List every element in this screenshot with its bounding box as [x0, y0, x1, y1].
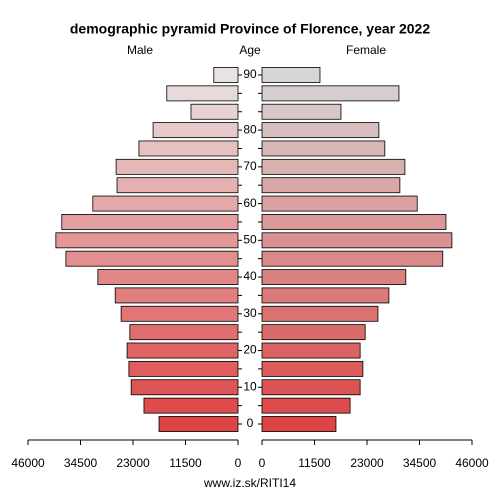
- bar: [261, 103, 342, 120]
- bar: [128, 360, 239, 377]
- bar: [61, 214, 239, 230]
- right-label: Female: [346, 43, 386, 57]
- bar: [138, 140, 239, 157]
- bar: [120, 305, 239, 322]
- bar: [261, 287, 390, 304]
- bar: [166, 85, 239, 102]
- age-label: 90: [243, 67, 257, 81]
- bar: [261, 397, 351, 414]
- bar: [92, 195, 239, 212]
- x-tick-label: 23000: [116, 456, 150, 470]
- bar: [261, 269, 407, 285]
- bar: [213, 67, 239, 83]
- footer: www.iz.sk/RITI14: [203, 476, 296, 490]
- bar: [261, 232, 453, 249]
- bar: [261, 158, 406, 175]
- bar: [55, 232, 239, 249]
- x-tick-label: 46000: [11, 456, 45, 470]
- bar: [261, 305, 379, 322]
- x-tick-label: 34500: [64, 456, 98, 470]
- bar: [116, 177, 239, 194]
- chart-title: demographic pyramid Province of Florence…: [70, 21, 430, 37]
- x-tick-label: 11500: [169, 456, 202, 470]
- age-label: 40: [243, 269, 257, 283]
- bar: [261, 85, 400, 102]
- bar: [261, 195, 418, 212]
- x-tick-label: 11500: [298, 456, 331, 470]
- age-label: 80: [243, 122, 257, 136]
- bar: [126, 342, 239, 359]
- age-label: 70: [243, 159, 257, 173]
- bar: [261, 324, 366, 341]
- bar: [261, 177, 401, 194]
- x-tick-label: 34500: [403, 456, 437, 470]
- left-label: Male: [127, 43, 153, 57]
- x-tick-label: 46000: [455, 456, 489, 470]
- bar: [261, 360, 364, 377]
- age-label: 0: [247, 416, 254, 430]
- bar: [158, 416, 239, 432]
- x-tick-label: 23000: [350, 456, 384, 470]
- x-tick-label: 0: [235, 456, 242, 470]
- age-label: 50: [243, 232, 257, 246]
- x-tick-label: 0: [259, 456, 266, 470]
- bar: [115, 158, 239, 175]
- bar: [261, 416, 337, 432]
- bar: [261, 250, 444, 267]
- bar: [261, 214, 447, 230]
- bar: [114, 287, 239, 304]
- age-label: 30: [243, 306, 257, 320]
- bar: [152, 122, 239, 139]
- bar: [97, 269, 239, 285]
- age-label: 60: [243, 196, 257, 210]
- bar: [261, 342, 361, 359]
- bar: [143, 397, 239, 414]
- bar: [130, 379, 239, 396]
- bar: [261, 379, 361, 396]
- center-label: Age: [239, 43, 261, 57]
- bar: [261, 122, 380, 139]
- age-label: 20: [243, 343, 257, 357]
- bar: [129, 324, 239, 341]
- age-label: 10: [243, 379, 257, 393]
- bar: [65, 250, 239, 267]
- bar: [190, 103, 239, 120]
- bar: [261, 67, 321, 83]
- bar: [261, 140, 386, 157]
